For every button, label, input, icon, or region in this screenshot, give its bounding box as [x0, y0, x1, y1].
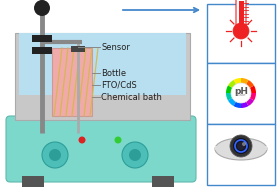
- Circle shape: [78, 136, 85, 143]
- FancyBboxPatch shape: [236, 0, 246, 32]
- Ellipse shape: [215, 138, 267, 160]
- Bar: [32, 35, 52, 42]
- Circle shape: [230, 135, 252, 157]
- Circle shape: [242, 142, 246, 146]
- Wedge shape: [226, 93, 232, 101]
- Wedge shape: [234, 102, 241, 108]
- Circle shape: [49, 149, 61, 161]
- Text: Chemical bath: Chemical bath: [101, 92, 162, 101]
- Circle shape: [129, 149, 141, 161]
- Bar: [207, 124, 275, 185]
- Bar: [32, 47, 52, 54]
- Text: Sensor: Sensor: [101, 43, 130, 51]
- Wedge shape: [228, 98, 236, 106]
- Bar: [152, 176, 174, 187]
- Text: pH: pH: [234, 88, 248, 97]
- Wedge shape: [250, 85, 256, 93]
- Text: scale: scale: [236, 94, 246, 98]
- Circle shape: [237, 142, 245, 150]
- Circle shape: [115, 136, 122, 143]
- Bar: [207, 4, 275, 63]
- Circle shape: [34, 0, 50, 16]
- Circle shape: [122, 142, 148, 168]
- Bar: [207, 63, 275, 124]
- Bar: [239, 1, 244, 29]
- Bar: [71, 46, 85, 52]
- Text: Bottle: Bottle: [101, 68, 126, 77]
- Circle shape: [233, 138, 249, 154]
- Wedge shape: [228, 80, 236, 88]
- Wedge shape: [241, 78, 249, 84]
- Bar: [15, 33, 190, 120]
- Bar: [215, 146, 267, 150]
- Bar: [52, 48, 92, 116]
- Wedge shape: [226, 85, 232, 93]
- Bar: [22, 176, 44, 187]
- Wedge shape: [246, 80, 254, 88]
- Wedge shape: [234, 78, 241, 84]
- Text: FTO/CdS: FTO/CdS: [101, 81, 137, 90]
- Wedge shape: [246, 98, 254, 106]
- Circle shape: [231, 83, 251, 103]
- Bar: [19, 33, 186, 95]
- Wedge shape: [241, 102, 249, 108]
- Circle shape: [233, 23, 249, 39]
- FancyBboxPatch shape: [6, 116, 196, 182]
- Wedge shape: [250, 93, 256, 101]
- Circle shape: [42, 142, 68, 168]
